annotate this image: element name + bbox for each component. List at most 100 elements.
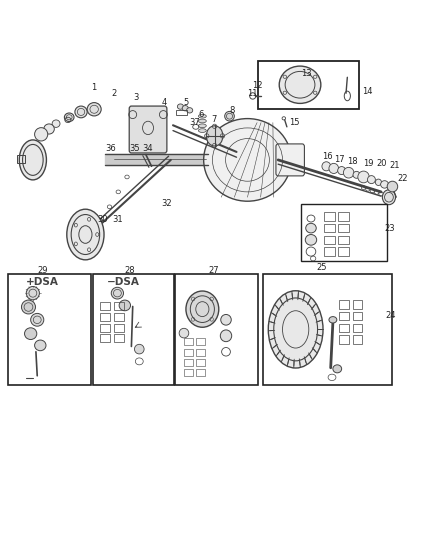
Text: 23: 23 [385,224,395,232]
Ellipse shape [338,166,346,175]
Bar [324,236,335,244]
Bar [8,274,91,385]
Bar [339,335,349,344]
Ellipse shape [87,102,101,116]
Ellipse shape [44,124,54,134]
Ellipse shape [186,291,219,327]
Ellipse shape [19,140,46,180]
Ellipse shape [367,176,375,183]
Ellipse shape [358,171,369,183]
Ellipse shape [35,127,48,141]
Text: 29: 29 [38,266,48,275]
Bar [338,236,349,244]
Text: 12: 12 [252,81,263,90]
Ellipse shape [225,111,234,121]
Bar [184,359,193,366]
Ellipse shape [206,126,223,146]
Bar [353,300,362,309]
Text: 5: 5 [184,98,189,107]
Bar [17,155,25,163]
Bar [324,224,335,232]
Bar [353,312,362,320]
Text: 34: 34 [143,144,153,152]
Ellipse shape [204,119,291,201]
Bar [114,313,124,321]
Ellipse shape [322,162,331,171]
Text: 16: 16 [322,152,333,160]
Ellipse shape [198,119,206,123]
Ellipse shape [35,340,46,351]
Bar [338,247,349,256]
Bar [184,349,193,356]
Ellipse shape [198,124,206,128]
Ellipse shape [177,104,184,109]
FancyBboxPatch shape [129,106,167,153]
Bar [324,212,335,221]
Ellipse shape [187,108,193,113]
Text: 36: 36 [105,144,116,152]
Text: 3: 3 [133,93,138,101]
Text: 8: 8 [230,107,235,115]
Text: 21: 21 [389,161,399,169]
Text: 19: 19 [363,159,373,168]
Ellipse shape [387,181,398,192]
Bar [258,61,359,109]
Text: 32: 32 [161,199,172,208]
Bar [324,247,335,256]
Ellipse shape [381,181,389,188]
Bar [93,274,174,385]
Bar [114,324,124,332]
Ellipse shape [75,106,87,118]
Bar [338,212,349,221]
Bar [353,335,362,344]
Text: 28: 28 [125,266,135,275]
Bar [338,224,349,232]
Text: 14: 14 [362,87,372,96]
Ellipse shape [111,287,124,299]
Text: 7: 7 [211,116,216,124]
Bar [100,324,110,332]
Ellipse shape [333,365,342,373]
Ellipse shape [306,223,316,233]
Text: 18: 18 [347,157,358,166]
Bar [353,324,362,332]
Bar [339,324,349,332]
Bar [196,369,205,376]
Bar [100,302,110,310]
Ellipse shape [21,300,35,314]
Ellipse shape [221,314,231,325]
Text: 31: 31 [112,215,123,224]
Bar [196,359,205,366]
Text: 4: 4 [162,98,167,107]
Ellipse shape [134,344,144,354]
Ellipse shape [329,163,339,173]
Text: 15: 15 [289,118,300,126]
Ellipse shape [382,190,396,205]
Text: 24: 24 [385,311,396,320]
Ellipse shape [198,114,206,118]
Ellipse shape [353,171,360,178]
Text: 6: 6 [198,110,203,118]
Ellipse shape [268,291,323,368]
Text: +DSA: +DSA [26,278,59,287]
Text: 13: 13 [301,69,312,78]
Ellipse shape [329,317,337,323]
Bar [184,369,193,376]
Ellipse shape [305,235,317,245]
Ellipse shape [119,300,131,311]
Ellipse shape [64,113,74,122]
Ellipse shape [52,120,60,127]
Bar [301,204,387,261]
Bar [114,334,124,342]
Ellipse shape [375,179,381,185]
Bar [176,110,187,115]
Text: 2: 2 [111,89,117,98]
Ellipse shape [198,128,206,132]
Text: 37: 37 [190,118,200,127]
Text: 1: 1 [92,84,97,92]
Ellipse shape [67,209,104,260]
Bar [196,349,205,356]
Text: −DSA: −DSA [107,278,140,287]
Text: 27: 27 [208,266,219,275]
FancyBboxPatch shape [276,144,304,176]
